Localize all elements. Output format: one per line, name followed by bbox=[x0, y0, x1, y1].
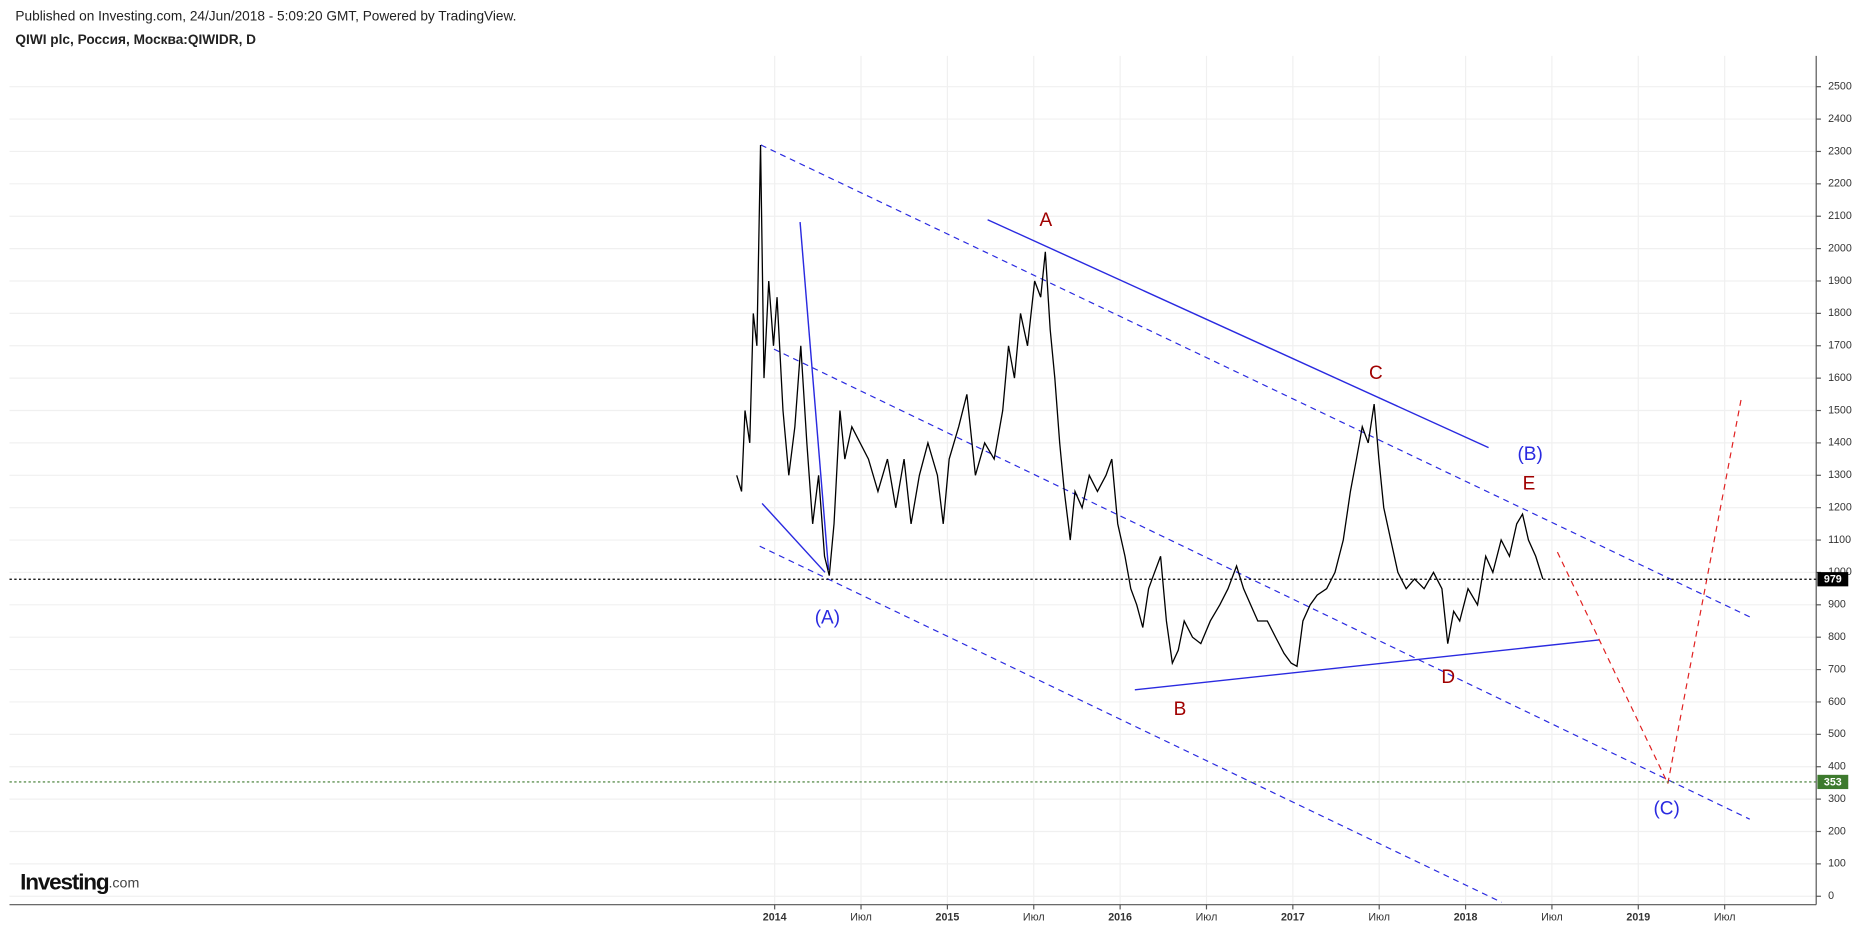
chart-title: QIWI plc, Россия, Москва:QIWIDR, D bbox=[15, 32, 256, 47]
projection-line bbox=[1556, 551, 1669, 784]
y-tick-label: 100 bbox=[1828, 858, 1846, 870]
y-tick-label: 500 bbox=[1828, 728, 1846, 740]
y-tick-label: 1100 bbox=[1828, 534, 1851, 546]
x-tick-label: 2015 bbox=[936, 912, 960, 924]
y-tick-label: 400 bbox=[1828, 761, 1846, 773]
wave-label: C bbox=[1369, 363, 1383, 384]
price-tag-label: 979 bbox=[1824, 574, 1842, 586]
x-tick-label: Июл bbox=[1368, 912, 1390, 924]
price-line bbox=[736, 144, 1544, 668]
y-tick-label: 2500 bbox=[1828, 81, 1852, 93]
x-tick-label: 2019 bbox=[1626, 912, 1650, 924]
y-tick-label: 2200 bbox=[1828, 178, 1852, 190]
wave-label: (C) bbox=[1653, 799, 1679, 820]
y-tick-label: 1700 bbox=[1828, 340, 1852, 352]
trend-lines bbox=[759, 144, 1752, 903]
wave-label: (A) bbox=[815, 608, 840, 629]
price-tag bbox=[1817, 774, 1849, 790]
wave-label: B bbox=[1174, 699, 1187, 720]
y-tick-label: 1800 bbox=[1828, 307, 1852, 319]
channel-line bbox=[760, 144, 1752, 618]
wave-label: A bbox=[1039, 210, 1052, 231]
y-tick-label: 2000 bbox=[1828, 242, 1852, 254]
x-tick-label: 2014 bbox=[763, 912, 787, 924]
trend-line bbox=[987, 219, 1489, 449]
logo: Investing.com bbox=[20, 869, 139, 894]
y-tick-label: 1400 bbox=[1828, 437, 1852, 449]
x-tick-label: 2016 bbox=[1108, 912, 1132, 924]
y-tick-label: 700 bbox=[1828, 663, 1846, 675]
y-tick-label: 900 bbox=[1828, 599, 1846, 611]
x-tick-label: Июл bbox=[1714, 912, 1736, 924]
y-tick-label: 1200 bbox=[1828, 501, 1852, 513]
price-tag-label: 353 bbox=[1824, 776, 1842, 788]
x-tick-label: 2018 bbox=[1454, 912, 1478, 924]
wave-label: E bbox=[1523, 473, 1536, 494]
logo-suffix: .com bbox=[108, 875, 139, 891]
trend-line bbox=[799, 222, 830, 570]
y-tick-label: 300 bbox=[1828, 793, 1846, 805]
y-tick-label: 800 bbox=[1828, 631, 1846, 643]
y-tick-label: 1600 bbox=[1828, 372, 1852, 384]
y-tick-label: 200 bbox=[1828, 825, 1846, 837]
x-tick-label: Июл bbox=[850, 912, 872, 924]
logo-brand: Investing bbox=[20, 869, 109, 894]
channel-line bbox=[759, 545, 1502, 903]
plot-area bbox=[9, 56, 1816, 905]
x-tick-label: 2017 bbox=[1281, 912, 1305, 924]
y-tick-label: 1900 bbox=[1828, 275, 1852, 287]
y-tick-label: 0 bbox=[1828, 890, 1834, 902]
x-tick-label: Июл bbox=[1023, 912, 1045, 924]
wave-label: D bbox=[1441, 667, 1455, 688]
projection-line bbox=[1667, 397, 1742, 784]
trend-line bbox=[761, 502, 826, 573]
x-tick-label: Июл bbox=[1196, 912, 1218, 924]
price-tag bbox=[1817, 572, 1849, 587]
y-tick-label: 600 bbox=[1828, 696, 1846, 708]
y-tick-label: 1500 bbox=[1828, 404, 1852, 416]
published-note: Published on Investing.com, 24/Jun/2018 … bbox=[15, 8, 516, 23]
trend-line bbox=[1134, 639, 1600, 691]
channel-line bbox=[773, 348, 1750, 820]
y-tick-label: 2300 bbox=[1828, 145, 1852, 157]
y-tick-label: 1300 bbox=[1828, 469, 1852, 481]
wave-label: (B) bbox=[1517, 444, 1542, 465]
y-tick-label: 2400 bbox=[1828, 113, 1852, 125]
y-tick-label: 2100 bbox=[1828, 210, 1852, 222]
x-tick-label: Июл bbox=[1541, 912, 1563, 924]
